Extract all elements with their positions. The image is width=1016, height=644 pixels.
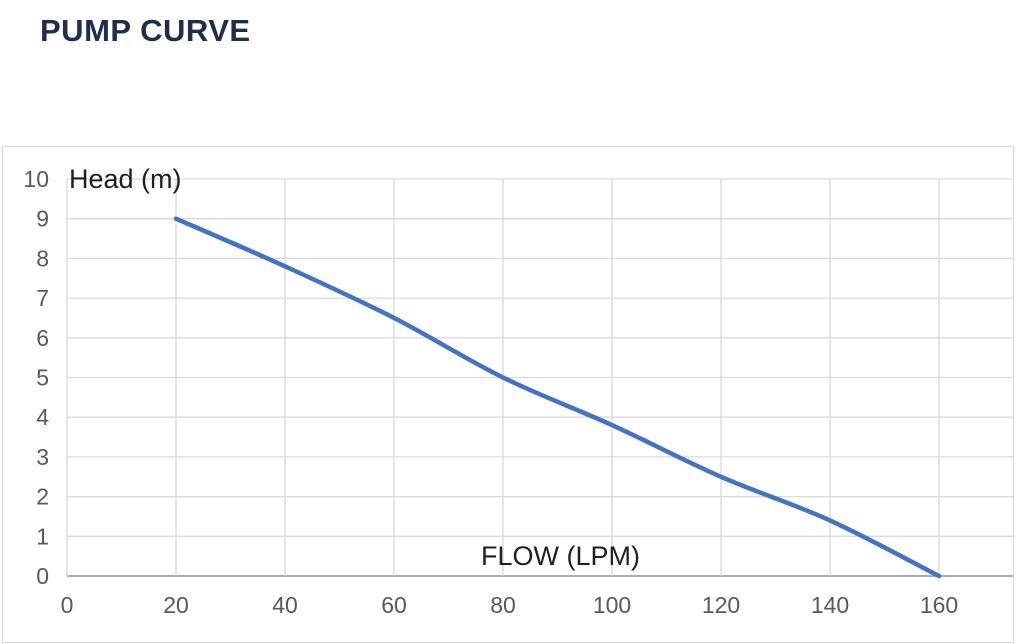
pump-curve-chart: 0 1 2 3 4 5 6 7 8 9 10 0 20 40 60 80 100 120 140 160 Head (… [2,146,1014,643]
y-axis-title: Head (m) [69,164,182,194]
y-tick-label: 2 [36,484,49,510]
x-tick-label: 80 [490,592,516,618]
page-title: PUMP CURVE [40,13,251,48]
y-tick-label: 7 [36,285,49,311]
x-tick-label: 100 [593,592,631,618]
y-tick-label: 5 [36,365,49,391]
x-tick-label: 160 [920,592,958,618]
x-tick-label: 60 [381,592,407,618]
y-tick-label: 3 [36,444,49,470]
x-tick-label: 0 [61,592,74,618]
y-tick-label: 1 [36,523,49,549]
pump-curve-line [173,216,942,579]
x-tick-label: 140 [811,592,849,618]
x-tick-label: 120 [702,592,740,618]
y-tick-label: 8 [36,245,49,271]
x-axis-title: FLOW (LPM) [481,541,640,571]
x-tick-label: 20 [163,592,189,618]
y-tick-label: 6 [36,325,49,351]
y-tick-label: 9 [36,206,49,232]
y-tick-label: 0 [36,563,49,589]
x-tick-label: 40 [272,592,298,618]
y-tick-label: 4 [36,404,49,430]
y-tick-label: 10 [23,166,49,192]
